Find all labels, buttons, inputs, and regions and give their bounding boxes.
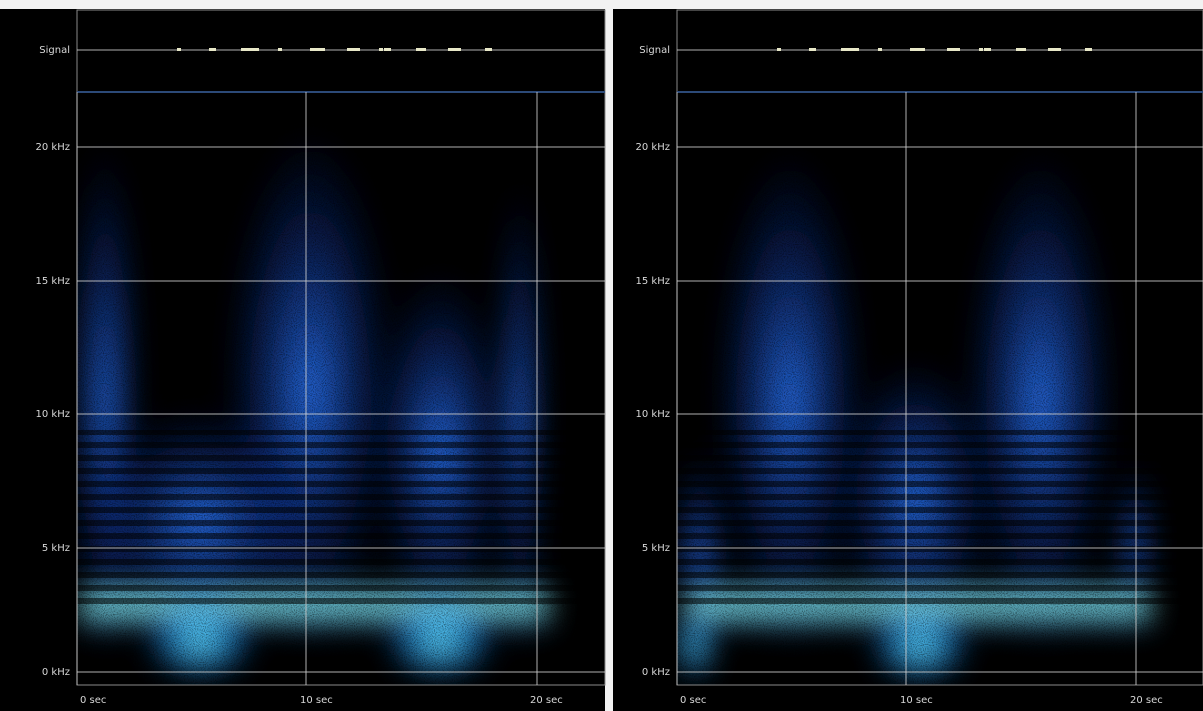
page: {"panels": [ {"signal_label": "Signal", … [0,0,1203,711]
y-axis-label: 20 kHz [36,142,70,153]
x-axis-label: 20 sec [530,695,563,706]
y-axis-label: 0 kHz [42,667,70,678]
signal-trace [846,48,859,51]
signal-trace [347,48,360,51]
signal-label: Signal [639,45,670,56]
signal-trace [878,48,882,51]
signal-trace [177,48,181,51]
signal-trace [384,48,391,51]
y-axis-label: 15 kHz [636,276,670,287]
panel-divider [605,0,613,711]
signal-trace [485,48,492,51]
signal-trace [915,48,925,51]
signal-trace [315,48,325,51]
signal-trace [809,48,816,51]
signal-trace [1053,48,1057,51]
signal-trace [453,48,457,51]
x-axis-label: 10 sec [300,695,333,706]
x-axis-label: 20 sec [1130,695,1163,706]
x-axis-label: 10 sec [900,695,933,706]
signal-trace [278,48,282,51]
signal-trace [416,48,426,51]
signal-trace [379,48,383,51]
y-axis-label: 0 kHz [642,667,670,678]
signal-trace [1016,48,1026,51]
y-axis-label: 15 kHz [36,276,70,287]
signal-trace [777,48,781,51]
y-axis-label: 20 kHz [636,142,670,153]
x-axis-label: 0 sec [80,695,106,706]
signal-trace [947,48,960,51]
spectrogram-view: Signal 20 kHz 15 kHz 10 kHz 5 kHz 0 kHz 0 sec 1… [0,0,1203,711]
signal-label: Signal [39,45,70,56]
y-axis-label: 5 kHz [42,543,70,554]
y-axis-label: 5 kHz [642,543,670,554]
signal-trace [979,48,983,51]
x-axis-label: 0 sec [680,695,706,706]
spectrogram-left [70,93,605,685]
spectrogram-right [675,93,1203,685]
y-axis-label: 10 kHz [636,409,670,420]
signal-trace [246,48,259,51]
y-axis-label: 10 kHz [36,409,70,420]
signal-trace [209,48,216,51]
signal-trace [1085,48,1092,51]
top-edge [0,0,1203,9]
signal-trace [984,48,991,51]
